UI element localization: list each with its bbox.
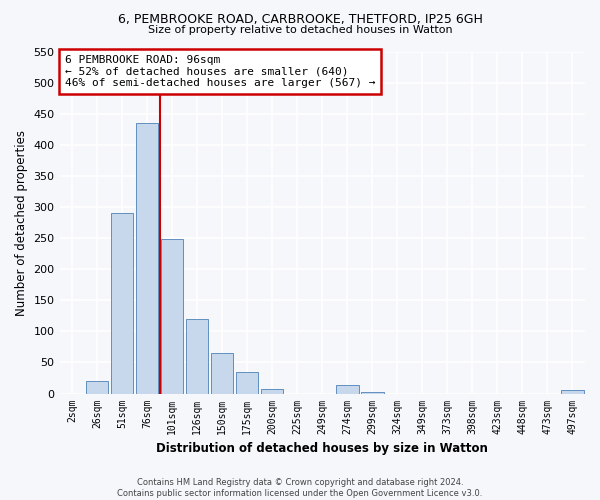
Text: 6 PEMBROOKE ROAD: 96sqm
← 52% of detached houses are smaller (640)
46% of semi-d: 6 PEMBROOKE ROAD: 96sqm ← 52% of detache…: [65, 55, 375, 88]
Bar: [261, 388, 283, 394]
Text: Contains HM Land Registry data © Crown copyright and database right 2024.
Contai: Contains HM Land Registry data © Crown c…: [118, 478, 482, 498]
Bar: [361, 392, 383, 394]
Bar: [136, 123, 158, 394]
Bar: [86, 381, 109, 394]
Bar: [561, 390, 584, 394]
Text: 6, PEMBROOKE ROAD, CARBROOKE, THETFORD, IP25 6GH: 6, PEMBROOKE ROAD, CARBROOKE, THETFORD, …: [118, 12, 482, 26]
Text: Size of property relative to detached houses in Watton: Size of property relative to detached ho…: [148, 25, 452, 35]
Bar: [211, 353, 233, 394]
Bar: [236, 372, 259, 394]
Bar: [186, 319, 208, 394]
Bar: [161, 240, 184, 394]
Bar: [111, 213, 133, 394]
Bar: [336, 386, 359, 394]
Y-axis label: Number of detached properties: Number of detached properties: [15, 130, 28, 316]
X-axis label: Distribution of detached houses by size in Watton: Distribution of detached houses by size …: [157, 442, 488, 455]
